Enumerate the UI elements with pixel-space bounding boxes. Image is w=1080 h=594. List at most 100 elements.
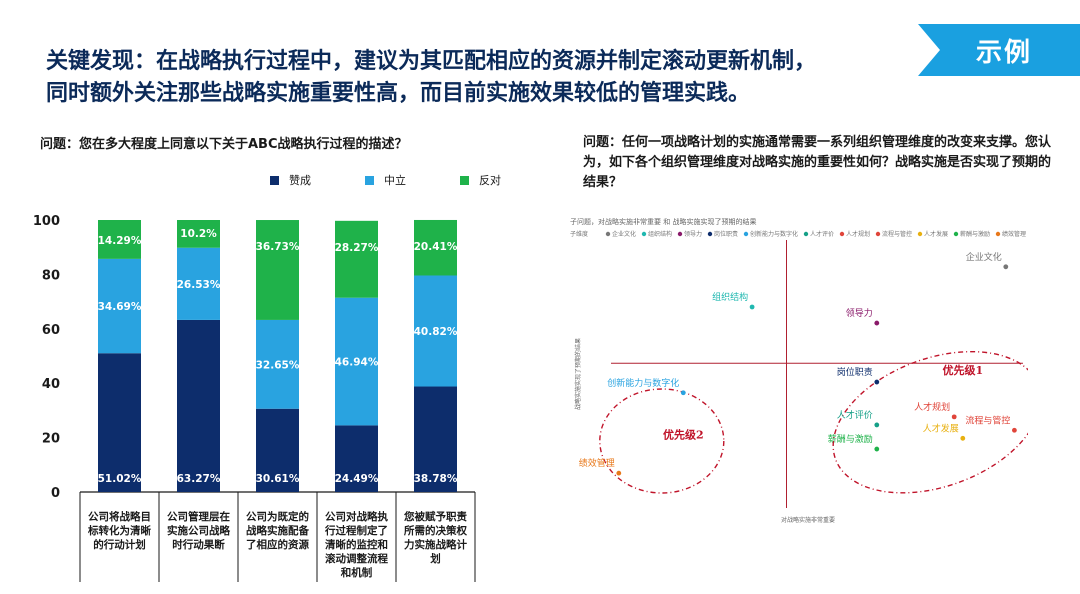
scatter-point [874,446,880,452]
scatter-legend-dot [917,231,923,237]
bar-segment [335,425,378,492]
category-label: 实施公司战略 [167,524,230,537]
scatter-point [874,422,880,428]
category-label: 清晰的监控和 [325,538,388,551]
bar-value-label: 51.02% [98,473,142,485]
bar-value-label: 38.78% [414,473,458,485]
bar-value-label: 46.94% [335,357,379,369]
scatter-legend-dot [707,231,713,237]
bar-value-label: 40.82% [414,326,458,338]
badge-arrow-shape [918,24,1080,76]
headline-line-1: 关键发现：在战略执行过程中，建议为其匹配相应的资源并制定滚动更新机制， [46,49,817,74]
scatter-point-label: 领导力 [846,307,873,319]
category-label: 公司管理层在 [167,510,230,523]
scatter-legend-label: 绩效管理 [1002,230,1026,238]
scatter-legend-label: 薪酬与激励 [960,230,990,238]
scatter-legend-label: 人才规划 [846,230,870,238]
priority-annotation: 优先级2 [663,427,704,441]
legend-swatch-disagree [460,175,469,185]
scatter-legend-prefix: 子维度 [570,230,588,238]
legend-item-agree: 赞成 [270,172,311,188]
scatter-point-label: 人才规划 [914,401,950,413]
category-label: 了相应的资源 [246,538,309,551]
legend-label-disagree: 反对 [479,174,501,187]
scatter-x-label: 对战略实施非常重要 [781,516,835,524]
bar-segment [98,220,141,259]
legend-item-disagree: 反对 [460,172,501,188]
legend-label-neutral: 中立 [384,174,406,187]
scatter-legend-label: 人才发展 [924,230,948,238]
bar-value-label: 10.2% [180,228,217,240]
bar-value-label: 20.41% [414,241,458,253]
category-label: 所需的决策权 [404,524,467,537]
bar-value-label: 30.61% [256,473,300,485]
badge-label: 示例 [976,38,1033,68]
legend-item-neutral: 中立 [365,172,406,188]
left-question: 问题：您在多大程度上同意以下关于ABC战略执行过程的描述？ [40,137,408,152]
category-label: 时行动果断 [172,538,225,551]
scatter-legend-label: 人才评价 [810,230,834,238]
scatter-legend-dot [839,231,845,237]
bar-value-label: 63.27% [177,473,221,485]
headline-line-2: 同时额外关注那些战略实施重要性高，而目前实施效果较低的管理实践。 [46,81,751,106]
right-question: 问题：任何一项战略计划的实施通常需要一系列组织管理维度的改变来支撑。您认为，如下… [583,135,1052,190]
bar-segment [414,386,457,492]
scatter-title: 子问题，对战略实施非常重要 和 战略实施实现了预期的结果 [570,217,756,226]
scatter-legend-dot [605,231,611,237]
scatter-y-label: 战略实施实现了预期的结果 [574,338,582,410]
category-label: 战略实施配备 [246,524,309,537]
example-badge: 示例 [918,24,1080,76]
scatter-point-label: 企业文化 [966,251,1002,263]
bar-value-label: 32.65% [256,359,300,371]
bar-segment [335,297,378,426]
legend-swatch-neutral [365,175,374,185]
y-tick-label: 40 [42,377,60,392]
bar-value-label: 36.73% [256,241,300,253]
scatter-point [1003,264,1009,270]
legend-label-agree: 赞成 [289,174,311,187]
y-tick-label: 20 [42,432,60,447]
category-label: 行过程制定了 [324,524,388,537]
bar-segment [256,220,299,320]
bar-value-label: 26.53% [177,279,221,291]
category-label: 公司为既定的 [246,510,309,523]
bar-segment [256,408,299,492]
y-tick-label: 60 [42,323,60,338]
scatter-point-label: 绩效管理 [579,457,615,469]
stacked-bar-chart: 0 20 40 60 80 100 51.02% 34.69% 14.29% 公司将战略目标转化为… [33,214,476,582]
scatter-legend-dot [875,231,881,237]
bar-value-label: 14.29% [98,235,142,247]
scatter-point-label: 人才评价 [837,409,873,421]
priority-1-ellipse [832,350,1028,494]
bar-segment [414,275,457,387]
bar-value-label: 34.69% [98,301,142,313]
scatter-legend-label: 企业文化 [612,230,636,238]
bar-segment [98,258,141,354]
scatter-legend-dot [743,231,749,237]
legend-swatch-agree [270,175,279,185]
bar-segment [177,220,220,248]
y-tick-label: 100 [33,214,60,229]
y-tick-label: 0 [51,486,60,501]
category-label: 和机制 [340,566,373,579]
category-label: 您被赋予职责 [404,510,467,523]
priority-2-ellipse [599,388,725,494]
bar-segment [177,319,220,492]
scatter-point [616,470,622,476]
scatter-point-label: 人才发展 [923,422,959,434]
bar-legend: 赞成 中立 反对 [270,172,501,188]
scatter-point [749,304,755,310]
priority-quadrant-chart: 子问题，对战略实施非常重要 和 战略实施实现了预期的结果子维度 企业文化 组织结构领… [570,217,1028,524]
category-label: 划 [430,552,441,565]
scatter-point [874,379,880,385]
scatter-point-label: 创新能力与数字化 [607,377,679,389]
scatter-point [874,320,880,326]
scatter-point [960,435,966,441]
y-tick-label: 80 [42,268,60,283]
category-label: 滚动调整流程 [325,552,388,565]
scatter-legend-label: 流程与管控 [882,230,912,238]
bar-segment [335,220,378,298]
bar-segment [256,319,299,409]
scatter-legend-dot [641,231,647,237]
scatter-point-label: 组织结构 [712,291,748,303]
